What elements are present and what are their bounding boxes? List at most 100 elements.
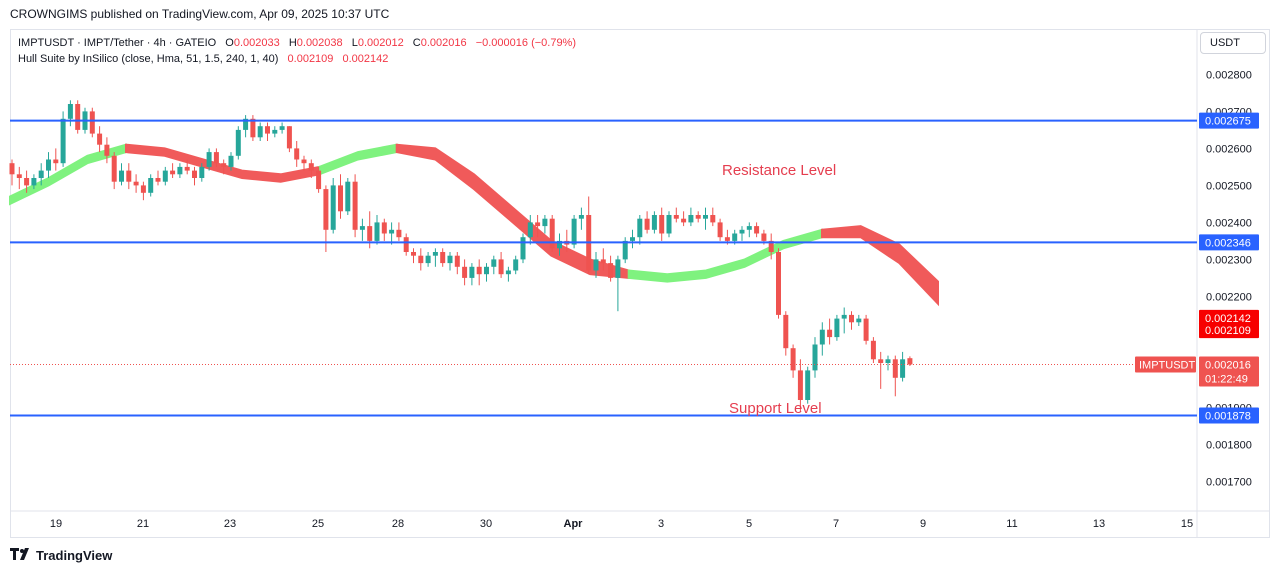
candle-body (746, 226, 752, 230)
high-value: 0.002038 (296, 37, 343, 49)
candle-body (571, 218, 577, 245)
y-tick-label: 0.002600 (1206, 143, 1252, 155)
candle-body (527, 222, 533, 238)
candle-body (812, 344, 818, 371)
symbol-line: IMPTUSDT · IMPT/Tether · 4h · GATEIO (18, 37, 217, 49)
hull-band-segment (318, 143, 398, 176)
candle-body (513, 259, 519, 271)
candle-body (732, 233, 738, 241)
candle-body (46, 159, 51, 171)
x-tick-label: 25 (312, 518, 324, 530)
x-tick-label: 30 (480, 518, 492, 530)
candle-body (316, 170, 322, 190)
candle-body (162, 170, 168, 182)
candle-body (286, 126, 292, 149)
candle-body (323, 189, 329, 230)
high-label: H (288, 37, 297, 49)
y-tick-label: 0.001700 (1206, 476, 1252, 488)
candle-body (228, 155, 234, 167)
candle-body (600, 259, 606, 264)
candle-body (381, 222, 387, 234)
candle-body (213, 152, 219, 164)
candle-body (557, 240, 562, 249)
hull-top-price-label-bg (1199, 309, 1259, 326)
middle-level-price-label-bg (1199, 234, 1259, 251)
x-tick-label: 23 (224, 518, 236, 530)
candle-body (184, 166, 190, 171)
candle-body (630, 237, 635, 241)
change-value: −0.000016 (−0.79%) (475, 37, 577, 49)
candle-body (250, 118, 256, 138)
candle-body (89, 111, 95, 134)
tradingview-mark-icon (10, 547, 32, 563)
candle-body (148, 178, 154, 193)
candle-body (549, 218, 555, 249)
candle-body (863, 318, 869, 341)
candle-body (396, 229, 402, 238)
countdown-label: 01:22:49 (1205, 373, 1248, 385)
y-tick-label: 0.002500 (1206, 180, 1252, 192)
candle-body (31, 178, 37, 186)
candle-body (206, 152, 212, 167)
candle-body (469, 266, 475, 278)
candle-body (476, 266, 482, 275)
candle-body (418, 255, 424, 264)
indicator-name: Hull Suite by InSilico (close, Hma, 51, … (18, 53, 279, 65)
open-value: 0.002033 (233, 37, 280, 49)
hull-band-segment (395, 143, 630, 280)
x-tick-label: 19 (50, 518, 62, 530)
symbol-legend-row[interactable]: IMPTUSDT · IMPT/Tether · 4h · GATEIO O0.… (18, 35, 576, 51)
hull-top-price-label: 0.002142 (1205, 313, 1251, 325)
candle-body (9, 163, 15, 175)
candle-body (841, 314, 847, 319)
candle-body (834, 318, 840, 338)
x-tick-label: 9 (920, 518, 926, 530)
tradingview-logo[interactable]: TradingView (10, 547, 112, 563)
candle-body (608, 263, 614, 278)
candle-body (403, 237, 409, 252)
candle-body (265, 126, 270, 134)
candle-body (243, 118, 249, 130)
open-label: O (225, 37, 234, 49)
candle-body (615, 259, 621, 278)
candle-body (411, 252, 416, 256)
x-tick-label: Apr (564, 518, 584, 530)
candle-body (651, 215, 657, 230)
y-tick-label: 0.002200 (1206, 291, 1252, 303)
candle-body (60, 118, 66, 164)
candle-body (67, 104, 73, 119)
candle-body (688, 215, 694, 223)
candle-body (790, 348, 796, 371)
hull-band-segment (821, 225, 939, 307)
candle-body (856, 318, 862, 323)
current-price-bg (1199, 356, 1259, 387)
hull-bottom-price-label: 0.002109 (1205, 325, 1251, 337)
candle-body (199, 166, 205, 178)
indicator-value-2: 0.002142 (342, 53, 389, 65)
candle-body (24, 178, 30, 186)
candle-body (104, 144, 110, 156)
symbol-tag-label: IMPTUSDT (1139, 359, 1196, 371)
candle-body (447, 255, 453, 264)
candle-body (505, 270, 511, 275)
middle-level-price-label: 0.002346 (1205, 237, 1251, 249)
candle-body (126, 170, 132, 182)
candle-body (454, 255, 460, 267)
candle-body (491, 259, 497, 267)
candle-body (119, 170, 124, 182)
candle-body (739, 229, 745, 234)
x-tick-label: 15 (1181, 518, 1193, 530)
y-tick-label: 0.002800 (1206, 69, 1252, 81)
candle-body (498, 259, 504, 275)
candle-body (440, 252, 446, 264)
published-by: CROWNGIMS published on TradingView.com, … (10, 7, 390, 21)
chart-pane[interactable] (10, 29, 1270, 538)
y-tick-label: 0.001800 (1206, 439, 1252, 451)
resistance-price-label-bg (1199, 112, 1259, 129)
currency-button[interactable]: USDT (1200, 32, 1266, 54)
candle-body (805, 370, 811, 400)
candle-body (389, 229, 395, 234)
support-price-label-bg (1199, 407, 1259, 424)
indicator-legend-row[interactable]: Hull Suite by InSilico (close, Hma, 51, … (18, 51, 576, 67)
